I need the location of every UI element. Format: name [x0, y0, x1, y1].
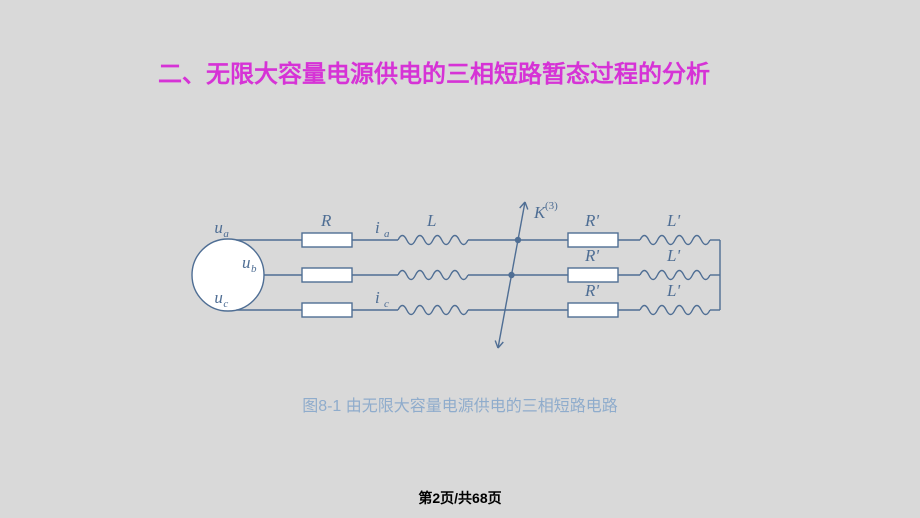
svg-text:L': L' — [666, 246, 680, 265]
svg-text:u: u — [242, 253, 251, 272]
svg-text:u: u — [214, 288, 223, 307]
svg-text:a: a — [384, 228, 390, 240]
figure-caption: 图8-1 由无限大容量电源供电的三相短路电路 — [0, 392, 920, 416]
svg-text:c: c — [223, 298, 228, 310]
svg-text:i: i — [375, 288, 380, 307]
svg-text:u: u — [214, 218, 223, 237]
section-title: 二、无限大容量电源供电的三相短路暂态过程的分析 — [158, 58, 778, 93]
svg-text:(3): (3) — [545, 200, 558, 212]
svg-text:i: i — [375, 218, 380, 237]
svg-text:c: c — [384, 298, 389, 310]
page-footer: 第2页/共68页 — [0, 488, 920, 508]
slide: 二、无限大容量电源供电的三相短路暂态过程的分析 uaiaubucicRLR'L'… — [0, 0, 920, 518]
circuit-diagram: uaiaubucicRLR'L'R'L'R'L'K(3) — [180, 190, 740, 360]
svg-text:R': R' — [584, 246, 599, 265]
svg-text:R: R — [320, 211, 332, 230]
svg-text:a: a — [223, 228, 229, 240]
svg-text:R': R' — [584, 281, 599, 300]
svg-text:R': R' — [584, 211, 599, 230]
svg-text:b: b — [251, 263, 257, 275]
svg-text:L: L — [426, 211, 436, 230]
svg-text:L': L' — [666, 211, 680, 230]
svg-text:L': L' — [666, 281, 680, 300]
